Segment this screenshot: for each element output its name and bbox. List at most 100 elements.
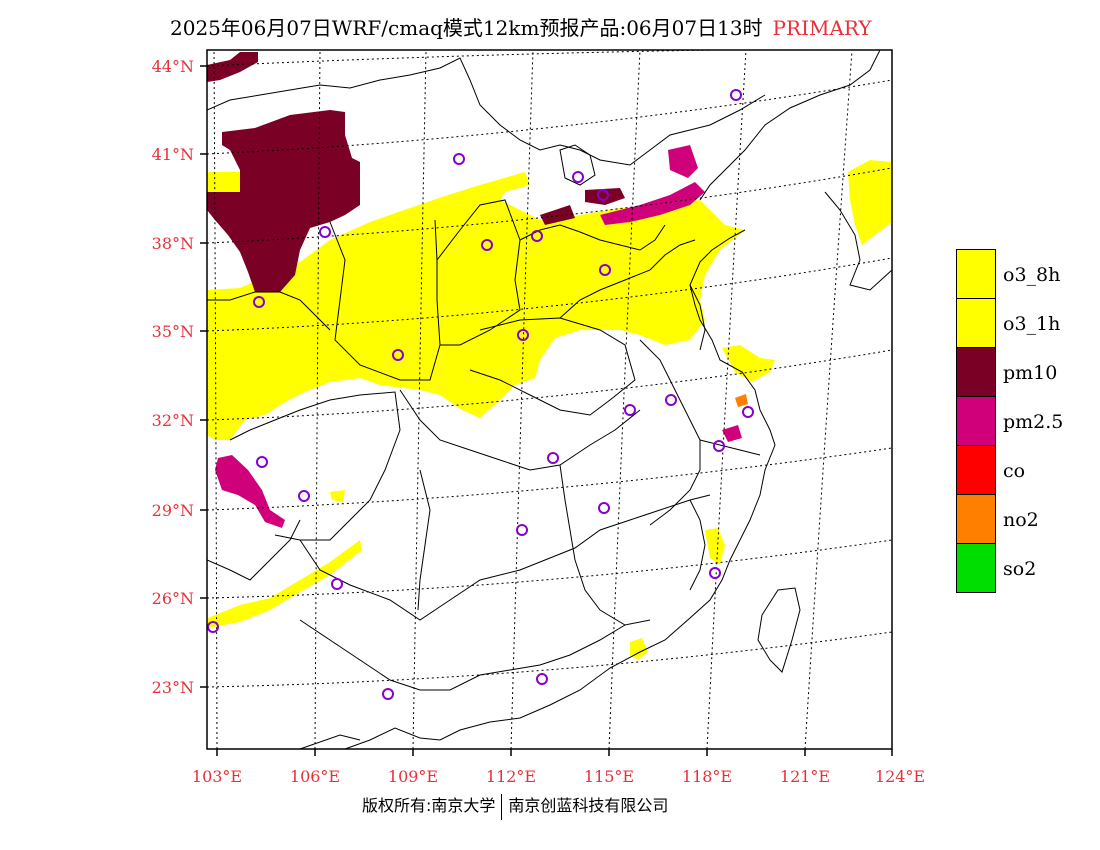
lat-label-23: 23°N bbox=[152, 678, 194, 697]
o3-region-fujian bbox=[705, 528, 725, 565]
legend-label: pm10 bbox=[1003, 362, 1058, 384]
station-marker bbox=[382, 688, 394, 700]
station-marker bbox=[599, 264, 611, 276]
station-marker bbox=[730, 89, 742, 101]
border-korea bbox=[824, 191, 892, 291]
footer-right: 南京创蓝科技有限公司 bbox=[508, 796, 669, 815]
legend-label: so2 bbox=[1003, 558, 1037, 580]
legend-item-so2: so2 bbox=[956, 543, 1036, 593]
graticule-lon-118 bbox=[706, 50, 747, 749]
lat-labels: 44°N 41°N 38°N 35°N 32°N 29°N 26°N 23°N bbox=[152, 57, 194, 697]
station-marker bbox=[531, 230, 543, 242]
graticule-lon-112 bbox=[510, 50, 534, 749]
province-border-sichuan bbox=[229, 391, 401, 541]
province-border-yunnan bbox=[207, 519, 301, 581]
station-marker bbox=[536, 673, 548, 685]
lon-label-115: 115°E bbox=[584, 767, 634, 786]
lon-label-109: 109°E bbox=[388, 767, 438, 786]
legend-item-o3-8h: o3_8h bbox=[956, 249, 1060, 299]
pm10-region-far-north bbox=[207, 52, 258, 82]
province-border-gansu bbox=[207, 291, 331, 331]
o3-region-southwest bbox=[208, 540, 362, 628]
legend-item-pm25: pm2.5 bbox=[956, 396, 1063, 446]
footer-left: 版权所有:南京大学 bbox=[362, 796, 496, 815]
footer-separator bbox=[501, 793, 503, 820]
map-frame bbox=[206, 49, 893, 750]
o3-region-sichuan bbox=[330, 490, 345, 502]
station-marker bbox=[547, 452, 559, 464]
province-border-shandong bbox=[559, 239, 696, 319]
graticule-lat-29 bbox=[207, 447, 892, 511]
pm25-region-sichuan bbox=[215, 455, 285, 528]
title-mode: PRIMARY bbox=[772, 16, 872, 40]
station-marker bbox=[207, 621, 219, 633]
graticule bbox=[207, 50, 892, 749]
station-marker bbox=[331, 578, 343, 590]
lat-label-41: 41°N bbox=[152, 145, 194, 164]
no2-spot-shanghai bbox=[735, 394, 748, 407]
graticule-lat-41 bbox=[207, 79, 892, 155]
legend-item-no2: no2 bbox=[956, 494, 1039, 544]
legend-label: co bbox=[1003, 460, 1026, 482]
province-border-jiangsu bbox=[689, 284, 706, 351]
o3-region-northwest-strip bbox=[207, 172, 240, 192]
station-marker bbox=[392, 349, 404, 361]
province-border-inner-mongolia bbox=[207, 57, 766, 166]
province-border-jiangxi bbox=[559, 464, 651, 626]
station-marker bbox=[481, 239, 493, 251]
taiwan bbox=[757, 587, 801, 673]
lon-label-112: 112°E bbox=[486, 767, 536, 786]
lat-label-38: 38°N bbox=[152, 234, 194, 253]
lat-label-26: 26°N bbox=[152, 589, 194, 608]
province-border-zhejiang bbox=[699, 439, 761, 456]
province-border-south bbox=[299, 494, 711, 621]
lon-label-118: 118°E bbox=[682, 767, 732, 786]
copyright-footer: 版权所有:南京大学 南京创蓝科技有限公司 bbox=[362, 792, 668, 820]
legend-label: pm2.5 bbox=[1003, 411, 1064, 433]
province-border-beijing bbox=[559, 144, 596, 186]
station-marker bbox=[598, 502, 610, 514]
lon-label-124: 124°E bbox=[875, 767, 925, 786]
station-marker bbox=[665, 394, 677, 406]
legend-item-pm10: pm10 bbox=[956, 347, 1057, 397]
station-marker bbox=[319, 226, 331, 238]
lat-label-29: 29°N bbox=[152, 501, 194, 520]
legend-label: o3_8h bbox=[1003, 264, 1061, 286]
legend-item-o3-1h: o3_1h bbox=[956, 298, 1060, 348]
pm25-region-shanghai bbox=[722, 425, 742, 442]
station-marker bbox=[624, 404, 636, 416]
pm25-region-tianjin bbox=[600, 182, 705, 225]
graticule-lat-35 bbox=[207, 257, 892, 332]
station-marker bbox=[709, 567, 721, 579]
hainan-hint bbox=[299, 734, 361, 749]
lon-label-121: 121°E bbox=[780, 767, 830, 786]
lat-label-44: 44°N bbox=[152, 57, 194, 76]
lat-ticks bbox=[200, 65, 207, 688]
pm10-region-hebei bbox=[540, 205, 575, 225]
station-marker bbox=[256, 456, 268, 468]
graticule-lat-38 bbox=[207, 167, 892, 244]
station-marker bbox=[298, 490, 310, 502]
title-main: 2025年06月07日WRF/cmaq模式12km预报产品:06月07日13时 bbox=[170, 16, 763, 40]
pollutant-legend: o3_8h o3_1h pm10 pm2.5 co no2 so2 bbox=[956, 249, 1063, 593]
lon-label-103: 103°E bbox=[192, 767, 242, 786]
station-marker bbox=[742, 406, 754, 418]
pm10-region-northwest bbox=[207, 110, 360, 292]
o3-region-korea bbox=[848, 160, 892, 245]
province-border-shaanxi bbox=[329, 219, 441, 381]
station-marker bbox=[597, 189, 609, 201]
province-border-anhui bbox=[639, 339, 701, 526]
lat-label-35: 35°N bbox=[152, 322, 194, 341]
boundaries bbox=[207, 50, 892, 749]
province-border-guangxi bbox=[299, 619, 626, 691]
pm10-region-beijing bbox=[585, 188, 625, 205]
graticule-lon-115 bbox=[608, 50, 641, 749]
province-border-henan bbox=[469, 317, 636, 416]
station-marker bbox=[253, 296, 265, 308]
lon-ticks bbox=[216, 749, 893, 756]
province-border-hubei bbox=[399, 389, 641, 471]
coastline bbox=[344, 229, 776, 749]
pm25-region-liaoning bbox=[668, 145, 698, 178]
station-marker bbox=[453, 153, 465, 165]
